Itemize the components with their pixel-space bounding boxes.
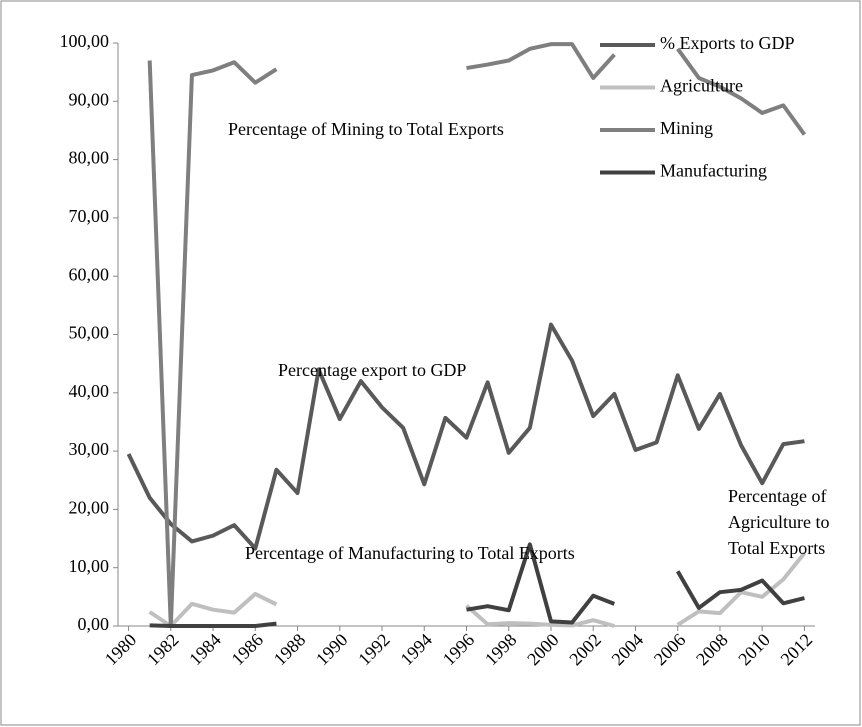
- series-line: [149, 542, 805, 628]
- legend-label: Manufacturing: [660, 161, 767, 181]
- y-tick-label: 40,00: [69, 381, 110, 401]
- y-tick-label: 80,00: [69, 148, 110, 168]
- y-tick-label: 100,00: [60, 31, 110, 51]
- annotation: Percentage of: [728, 486, 826, 506]
- legend-label: Agriculture: [660, 76, 743, 96]
- y-tick-label: 10,00: [69, 556, 110, 576]
- legend-label: Mining: [660, 118, 713, 138]
- y-tick-label: 60,00: [69, 264, 110, 284]
- annotation: Percentage of Mining to Total Exports: [228, 119, 504, 139]
- legend-label: % Exports to GDP: [660, 33, 795, 53]
- annotation: Total Exports: [728, 538, 825, 558]
- annotation: Percentage export to GDP: [278, 360, 466, 380]
- y-tick-label: 70,00: [69, 206, 110, 226]
- annotation: Agriculture to: [728, 512, 829, 532]
- annotation: Percentage of Manufacturing to Total Exp…: [245, 543, 575, 563]
- y-tick-label: 20,00: [69, 498, 110, 518]
- y-tick-label: 30,00: [69, 439, 110, 459]
- y-tick-label: 90,00: [69, 89, 110, 109]
- y-tick-label: 50,00: [69, 323, 110, 343]
- series-line: [126, 322, 805, 551]
- y-tick-label: 0,00: [78, 614, 110, 634]
